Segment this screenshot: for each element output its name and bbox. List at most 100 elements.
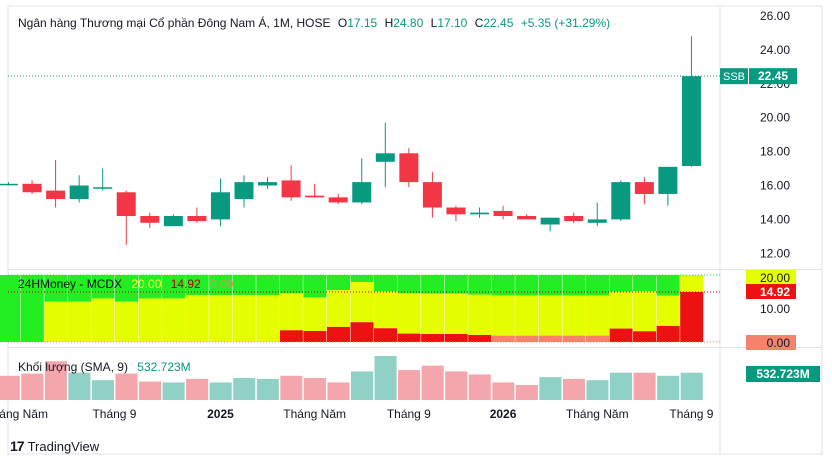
mcdx-bar-red: [326, 326, 350, 342]
mcdx-bar-green: [421, 275, 445, 294]
mcdx-bar-yellow: [680, 275, 704, 293]
mcdx-bar-yellow: [209, 295, 233, 342]
mcdx-bar-green: [656, 275, 680, 296]
volume-bar: [680, 372, 703, 400]
candle-body: [470, 212, 489, 215]
candle-body: [0, 183, 18, 186]
candle-body: [587, 219, 607, 223]
mcdx-label: 0.00: [767, 336, 791, 350]
mcdx-bar-red: [397, 333, 421, 342]
mcdx-bar-red: [444, 333, 468, 342]
mcdx-bar-yellow: [562, 295, 586, 336]
candle-body: [681, 76, 701, 167]
mcdx-bar-green: [491, 275, 515, 296]
volume-bar: [586, 380, 609, 400]
high-label: H: [384, 16, 394, 30]
mcdx-bar-red: [538, 335, 562, 342]
mcdx-legend: 24HMoney - MCDX 20.00 14.92 0.00: [18, 277, 233, 291]
volume-bar: [468, 374, 491, 400]
mcdx-bar-yellow: [279, 293, 303, 331]
volume-bar: [492, 382, 515, 400]
mcdx-bar-green: [562, 275, 586, 296]
mcdx-bar-red: [633, 331, 657, 342]
candle-body: [540, 217, 560, 225]
volume-axis-label: 532.723M: [756, 367, 809, 381]
symbol-header: Ngân hàng Thương mại Cổ phần Đông Nam Á,…: [18, 16, 610, 30]
mcdx-bar-red: [515, 335, 539, 342]
time-axis-tick: Tháng 9: [387, 407, 431, 421]
candle-body: [564, 216, 584, 222]
mcdx-bar-green: [138, 275, 162, 299]
last-price-label-bg: [749, 68, 797, 85]
volume-sma-value: 532.723M: [137, 360, 191, 374]
tradingview-logo[interactable]: 17 TradingView: [10, 438, 99, 454]
volume-bar: [0, 375, 20, 400]
open-label: O: [337, 16, 348, 30]
volume-bar: [162, 382, 185, 400]
chart-frame: [7, 5, 823, 455]
candle-body: [281, 180, 301, 198]
candle-body: [446, 207, 466, 215]
mcdx-bar-red: [279, 330, 303, 342]
price-axis-tick: 18.00: [760, 145, 790, 159]
mcdx-value-2: 14.92: [170, 277, 201, 291]
mcdx-bar-yellow: [444, 293, 468, 334]
volume-name: Khối lượng (SMA, 9): [18, 360, 128, 374]
mcdx-bar-green: [374, 275, 398, 292]
mcdx-bar-red: [491, 335, 515, 342]
mcdx-bar-red: [303, 330, 327, 342]
mcdx-bar-yellow: [232, 295, 256, 342]
volume-bar: [633, 372, 656, 400]
volume-bar: [374, 356, 397, 400]
mcdx-bar-yellow: [633, 291, 657, 332]
mcdx-bar-yellow: [67, 301, 91, 342]
candle-body: [69, 185, 89, 200]
open-value: 17.15: [347, 16, 378, 30]
mcdx-bar-green: [232, 275, 256, 296]
price-axis-tick: 20.00: [760, 111, 790, 125]
candle-body: [375, 153, 395, 162]
mcdx-bar-yellow: [538, 295, 562, 336]
volume-bar: [139, 381, 162, 400]
mcdx-bar-green: [444, 275, 468, 294]
volume-label-bg: [746, 366, 820, 382]
mcdx-bar-yellow: [326, 290, 350, 327]
volume-bar: [68, 372, 91, 400]
candle-body: [422, 182, 442, 208]
volume-bar: [610, 372, 633, 400]
candle-body: [634, 182, 654, 194]
mcdx-bar-green: [185, 275, 209, 296]
candle-body: [493, 210, 513, 217]
time-axis-tick: 2026: [490, 407, 517, 421]
volume-bar: [21, 373, 44, 400]
low-value: 17.10: [437, 16, 468, 30]
volume-legend: Khối lượng (SMA, 9) 532.723M: [18, 360, 191, 374]
volume-bar: [445, 371, 468, 400]
mcdx-bar-green: [114, 275, 139, 302]
candle-body: [352, 182, 372, 203]
candle-body: [46, 190, 66, 200]
mcdx-bar-green: [326, 275, 350, 291]
mcdx-bar-yellow: [91, 298, 115, 342]
mcdx-bar-yellow: [138, 298, 162, 342]
mcdx-axis-tick: 10.00: [760, 302, 790, 316]
candle-body: [305, 195, 325, 198]
mcdx-bar-green: [350, 275, 374, 283]
mcdx-bar-yellow: [397, 293, 421, 334]
time-axis-tick: Tháng Năm: [566, 407, 629, 421]
mcdx-bar-yellow: [374, 291, 398, 329]
volume-bar: [421, 365, 444, 400]
candle-body: [399, 153, 419, 183]
volume-bar: [350, 371, 374, 400]
mcdx-bar-green: [538, 275, 562, 296]
candle-body: [658, 166, 678, 194]
candle-body: [116, 192, 136, 217]
candle-body: [234, 182, 254, 200]
mcdx-bar-green: [91, 275, 115, 299]
candle-body: [328, 197, 348, 203]
mcdx-bar-green: [209, 275, 233, 296]
mcdx-bar-yellow: [303, 297, 327, 331]
time-axis-tick: 2025: [207, 407, 234, 421]
mcdx-bar-green: [609, 275, 633, 292]
